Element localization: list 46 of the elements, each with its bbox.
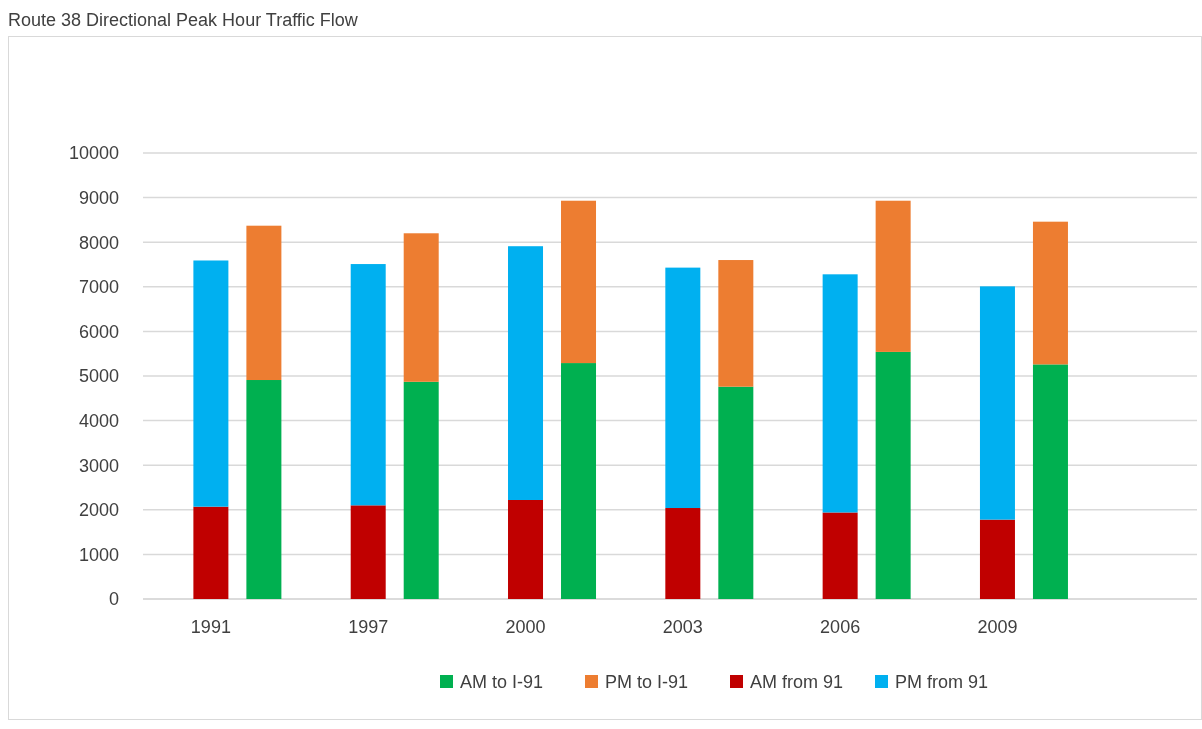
bar: [246, 380, 282, 599]
y-tick-label: 3000: [78, 455, 119, 476]
bar: [403, 381, 439, 599]
y-tick-label: 5000: [78, 366, 119, 387]
y-tick-label: 10000: [68, 143, 119, 164]
bar: [561, 363, 597, 599]
bar: [508, 499, 544, 599]
y-tick-label: 9000: [78, 187, 119, 208]
bar: [246, 225, 282, 381]
x-tick-label: 2003: [662, 617, 703, 637]
bar: [403, 233, 439, 382]
bar: [875, 200, 911, 352]
bar: [665, 508, 701, 599]
bar: [508, 246, 544, 500]
x-tick-label: 2000: [505, 617, 546, 637]
bar: [875, 351, 911, 599]
legend-label: PM from 91: [895, 672, 989, 692]
y-tick-label: 7000: [78, 277, 119, 298]
bar: [979, 286, 1015, 520]
bar: [718, 260, 754, 387]
x-tick-label: 1991: [190, 617, 231, 637]
x-tick-label: 1997: [348, 617, 389, 637]
bar: [350, 505, 386, 599]
bar: [822, 274, 858, 513]
y-tick-label: 0: [108, 589, 119, 610]
chart-title: Route 38 Directional Peak Hour Traffic Flow: [8, 10, 359, 30]
y-tick-label: 6000: [78, 321, 119, 342]
bar: [193, 260, 229, 507]
y-tick-label: 1000: [78, 544, 119, 565]
bar: [1032, 221, 1068, 365]
x-tick-label: 2006: [820, 617, 861, 637]
y-tick-label: 2000: [78, 500, 119, 521]
y-tick-label: 8000: [78, 232, 119, 253]
bar: [193, 506, 229, 599]
bar: [350, 264, 386, 506]
bar: [822, 512, 858, 599]
bar: [979, 519, 1015, 599]
bar: [665, 267, 701, 509]
legend-label: AM from 91: [750, 672, 844, 692]
y-tick-label: 4000: [78, 410, 119, 431]
x-tick-label: 2009: [977, 617, 1018, 637]
bar: [718, 386, 754, 599]
legend-label: AM to I-91: [460, 672, 544, 692]
bar: [1032, 364, 1068, 599]
bar: [561, 200, 597, 364]
legend-label: PM to I-91: [605, 672, 689, 692]
